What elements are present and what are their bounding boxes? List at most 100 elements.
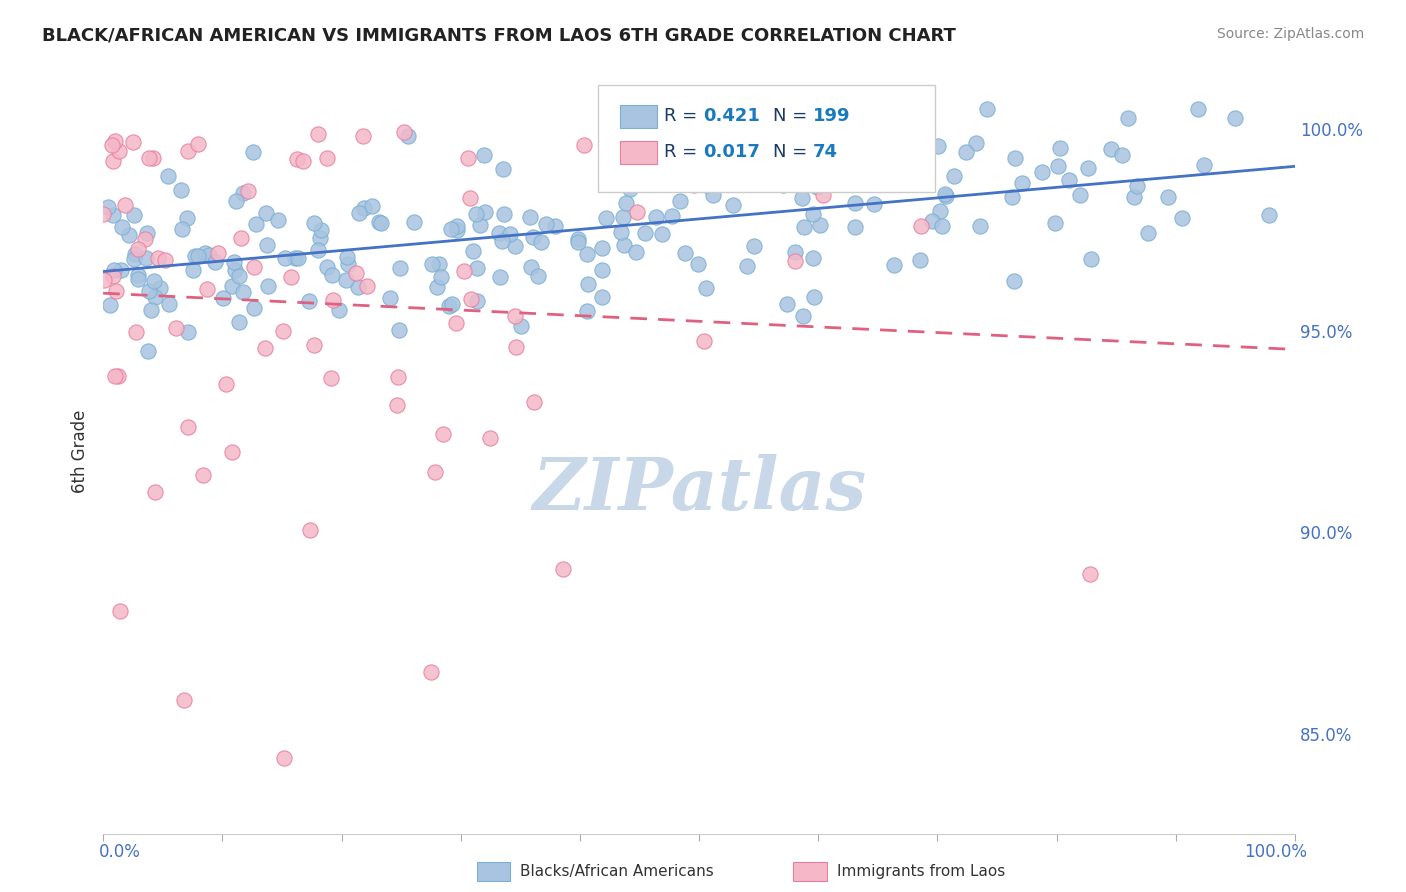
Point: [127, 242, 149, 256]
Point: [104, 284, 127, 298]
Point: [104, 369, 127, 384]
Text: BLACK/AFRICAN AMERICAN VS IMMIGRANTS FROM LAOS 6TH GRADE CORRELATION CHART: BLACK/AFRICAN AMERICAN VS IMMIGRANTS FRO…: [42, 27, 956, 45]
Point: [965, 136, 987, 150]
Point: [429, 270, 451, 285]
Point: [1031, 165, 1053, 179]
Point: [187, 136, 209, 151]
Point: [118, 228, 141, 243]
Point: [309, 231, 332, 245]
Point: [651, 227, 673, 241]
Point: [567, 232, 589, 246]
Text: 0.0%: 0.0%: [98, 843, 141, 861]
Point: [792, 191, 814, 205]
Point: [942, 169, 965, 184]
Point: [790, 156, 813, 170]
Point: [908, 252, 931, 267]
Point: [392, 125, 415, 139]
Point: [195, 282, 218, 296]
Point: [440, 222, 463, 236]
Point: [101, 138, 124, 153]
Text: 0.421: 0.421: [703, 107, 759, 125]
Point: [254, 205, 277, 219]
Point: [1137, 226, 1160, 240]
Text: 100.0%: 100.0%: [1244, 843, 1308, 861]
Point: [693, 334, 716, 348]
Point: [143, 274, 166, 288]
Point: [1099, 142, 1122, 156]
Point: [253, 341, 276, 355]
Point: [427, 257, 450, 271]
Point: [134, 232, 156, 246]
Point: [633, 226, 655, 240]
Point: [398, 128, 420, 143]
Point: [271, 325, 294, 339]
Point: [420, 665, 443, 680]
Point: [191, 467, 214, 482]
Point: [868, 167, 890, 181]
Point: [238, 184, 260, 198]
Point: [460, 293, 482, 307]
Point: [93, 207, 115, 221]
Point: [616, 195, 638, 210]
Point: [402, 214, 425, 228]
Point: [316, 151, 339, 165]
Point: [349, 206, 371, 220]
Point: [503, 238, 526, 252]
Point: [353, 201, 375, 215]
Point: [356, 278, 378, 293]
Point: [287, 251, 309, 265]
Point: [935, 189, 957, 203]
Point: [1057, 172, 1080, 186]
Point: [761, 133, 783, 147]
Point: [612, 211, 634, 225]
Point: [804, 102, 827, 116]
Point: [1171, 211, 1194, 225]
Point: [224, 254, 246, 268]
Point: [108, 144, 131, 158]
Point: [576, 277, 599, 291]
Point: [388, 323, 411, 337]
Point: [688, 257, 710, 271]
Point: [446, 219, 468, 234]
Point: [426, 280, 449, 294]
Point: [122, 252, 145, 266]
Point: [976, 102, 998, 116]
Point: [321, 268, 343, 282]
Point: [683, 135, 706, 149]
Point: [257, 278, 280, 293]
Point: [228, 269, 250, 284]
Point: [1157, 190, 1180, 204]
Point: [472, 148, 495, 162]
Point: [658, 162, 681, 177]
Point: [184, 249, 207, 263]
Point: [361, 199, 384, 213]
Text: 0.017: 0.017: [703, 143, 759, 161]
Point: [141, 302, 163, 317]
Point: [302, 338, 325, 352]
Point: [783, 254, 806, 268]
Point: [121, 135, 143, 149]
Point: [136, 343, 159, 358]
Point: [1043, 217, 1066, 231]
Point: [776, 297, 799, 311]
Point: [1011, 176, 1033, 190]
Point: [280, 269, 302, 284]
Point: [138, 285, 160, 299]
Point: [792, 220, 814, 235]
Point: [808, 218, 831, 232]
Point: [803, 290, 825, 304]
Point: [388, 261, 411, 276]
Text: Immigrants from Laos: Immigrants from Laos: [837, 864, 1005, 879]
Point: [232, 186, 254, 200]
Text: Source: ZipAtlas.com: Source: ZipAtlas.com: [1216, 27, 1364, 41]
Point: [688, 154, 710, 169]
Point: [934, 186, 956, 201]
Point: [645, 211, 668, 225]
Point: [844, 219, 866, 234]
Point: [367, 215, 389, 229]
Point: [136, 226, 159, 240]
Point: [284, 251, 307, 265]
Point: [530, 235, 553, 249]
Point: [165, 320, 187, 334]
Point: [523, 395, 546, 409]
